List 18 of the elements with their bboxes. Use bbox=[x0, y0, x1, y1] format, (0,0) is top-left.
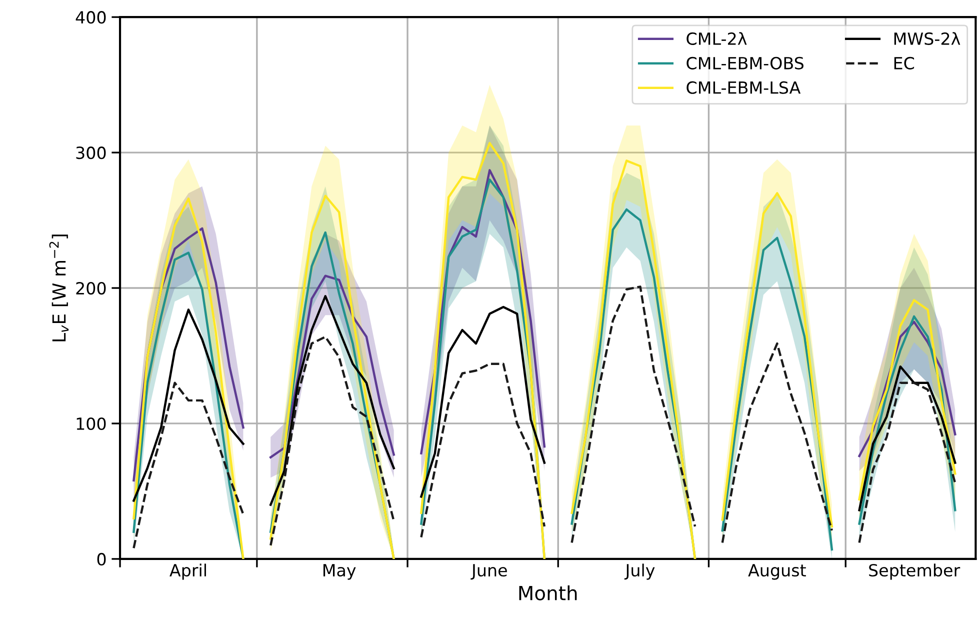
y-tick-label: 400 bbox=[76, 11, 106, 24]
x-tick-label: July bbox=[624, 564, 655, 580]
legend-label: MWS-2λ bbox=[894, 32, 960, 45]
y-axis-title: L$_{v}$E [W m$^{−2}$] bbox=[49, 234, 69, 342]
x-tick-label: August bbox=[748, 564, 806, 580]
legend-label: EC bbox=[894, 56, 914, 70]
y-tick-label: 300 bbox=[76, 146, 106, 160]
x-tick-label: April bbox=[170, 564, 206, 580]
legend-label: CML-2λ bbox=[686, 32, 747, 45]
x-axis-title: Month bbox=[519, 585, 577, 600]
x-tick-label: May bbox=[323, 564, 356, 580]
x-tick-label: June bbox=[470, 564, 507, 580]
legend-label: CML-EBM-LSA bbox=[686, 81, 801, 94]
y-tick-label: 0 bbox=[97, 552, 106, 566]
y-tick-label: 200 bbox=[76, 282, 106, 295]
x-tick-label: September bbox=[869, 564, 960, 580]
y-tick-label: 100 bbox=[76, 417, 106, 430]
legend-label: CML-EBM-OBS bbox=[686, 56, 804, 70]
